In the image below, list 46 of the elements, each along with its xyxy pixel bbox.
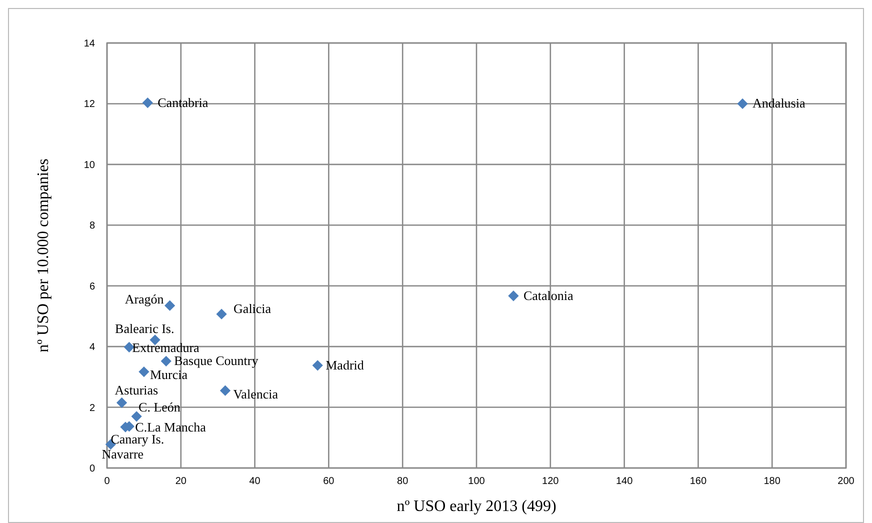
annotation: Catalonia: [523, 288, 574, 303]
annotation: Navarre: [102, 446, 144, 462]
annotation: Balearic Is.: [115, 320, 174, 336]
x-tick-label: 100: [468, 476, 486, 487]
y-tick-label: 12: [84, 99, 96, 110]
x-tick-label: 140: [616, 476, 634, 487]
y-tick-label: 2: [89, 402, 96, 414]
annotation: Aragón: [124, 292, 164, 307]
x-axis-title: nº USO early 2013 (499): [396, 498, 556, 515]
annotation: Cantabria: [158, 94, 208, 110]
x-tick-label: 180: [764, 476, 781, 487]
annotation: Madrid: [326, 357, 364, 372]
annotation: Galicia: [234, 301, 272, 316]
point: [142, 97, 153, 108]
y-tick-label: 6: [89, 281, 96, 292]
x-tick-label: 20: [175, 476, 187, 487]
point: [116, 397, 128, 408]
y-tick-label: 8: [89, 220, 96, 232]
annotation: Basque Country: [174, 353, 259, 368]
x-tick-label: 200: [838, 476, 855, 487]
point: [508, 290, 519, 302]
annotation: Extremadura: [132, 340, 200, 356]
point: [164, 300, 176, 311]
x-tick-label: 80: [397, 476, 409, 487]
annotation: Asturias: [114, 382, 158, 398]
y-tick-label: 4: [89, 342, 96, 354]
point: [737, 98, 748, 110]
x-tick-label: 60: [323, 476, 335, 487]
annotation: Andalusia: [752, 96, 806, 111]
annotation: Valencia: [233, 386, 278, 402]
x-tick-label: 160: [690, 476, 707, 487]
y-tick-label: 10: [84, 160, 96, 171]
y-axis-title: nº USO per 10.000 companies: [35, 158, 52, 352]
point: [312, 360, 323, 371]
point: [216, 308, 227, 320]
point: [138, 366, 150, 378]
point: [131, 411, 142, 422]
point: [160, 356, 172, 366]
x-tick-label: 0: [104, 476, 110, 487]
annotation: Murcia: [150, 366, 188, 382]
x-tick-label: 40: [249, 476, 261, 487]
point: [220, 385, 231, 396]
annotation: C. León: [138, 399, 181, 414]
y-tick-label: 14: [84, 38, 96, 50]
x-tick-label: 120: [542, 476, 560, 487]
y-tick-label: 0: [89, 464, 96, 474]
